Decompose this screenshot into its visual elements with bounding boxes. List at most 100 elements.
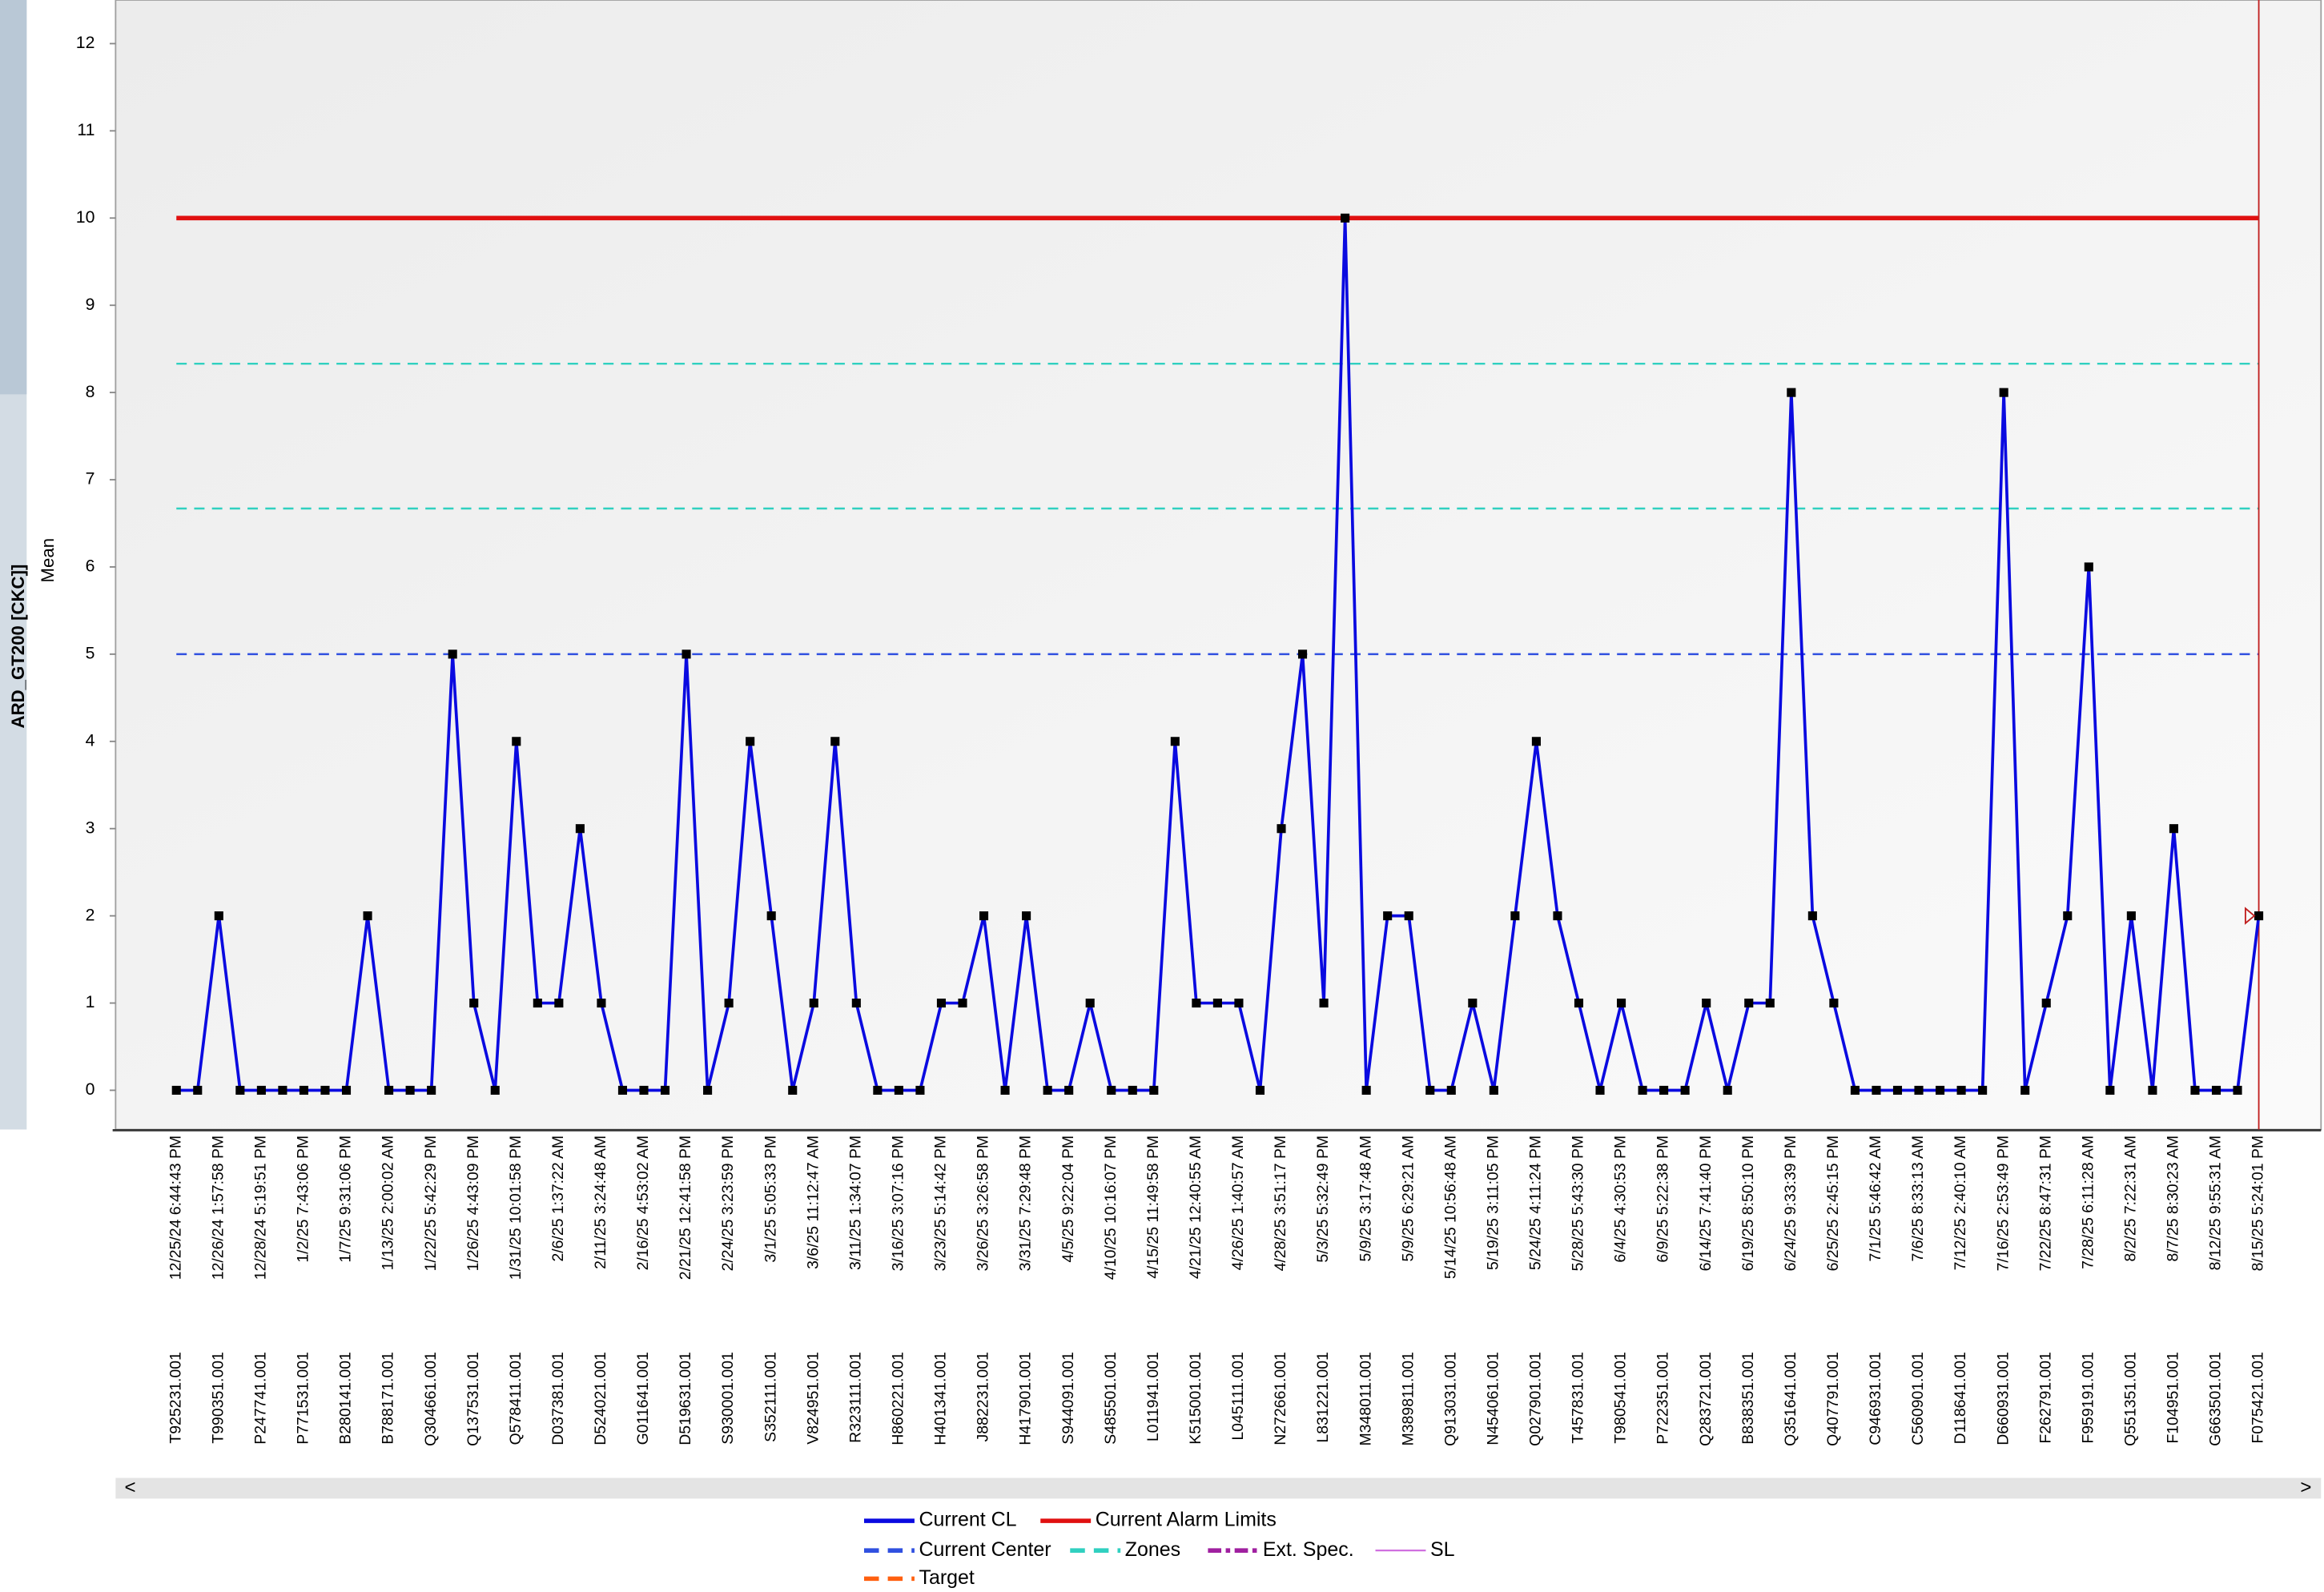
sample-id-label: H401341.001: [932, 1352, 950, 1445]
sample-id-label: L045111.001: [1229, 1352, 1247, 1441]
sample-id-label: D037381.001: [549, 1352, 567, 1445]
sample-id-label: F075421.001: [2250, 1352, 2267, 1443]
sample-id-label: B838351.001: [1739, 1352, 1757, 1445]
sample-id-label: V824951.001: [804, 1352, 822, 1445]
sample-id-label: T980541.001: [1612, 1352, 1630, 1443]
data-point: [617, 1085, 628, 1096]
sample-id-label: N454061.001: [1484, 1352, 1502, 1445]
data-point: [2126, 911, 2136, 921]
sample-id-label: Q578411.001: [507, 1352, 525, 1445]
x-tick-label: 3/11/25 1:34:07 PM: [846, 1136, 864, 1270]
x-tick-label: 5/19/25 3:11:05 PM: [1484, 1136, 1502, 1270]
sample-id-label: Q283721.001: [1697, 1352, 1715, 1446]
sample-id-label: D519631.001: [677, 1352, 694, 1445]
x-tick-label: 5/14/25 10:56:48 AM: [1441, 1136, 1459, 1279]
sample-id-label: T925231.001: [167, 1352, 184, 1443]
x-tick-label: 8/12/25 9:55:31 AM: [2207, 1136, 2225, 1270]
y-tick-label: 12: [76, 33, 95, 52]
data-point: [1829, 998, 1839, 1008]
sample-id-label: Q351641.001: [1782, 1352, 1799, 1446]
data-point: [639, 1085, 649, 1096]
data-point: [1361, 1085, 1371, 1096]
sample-id-label: P771531.001: [295, 1352, 312, 1445]
scroll-left[interactable]: <: [124, 1477, 135, 1498]
data-point: [788, 1085, 798, 1096]
legend-label: Zones: [1125, 1538, 1180, 1561]
data-point: [1936, 1085, 1945, 1096]
x-tick-label: 1/7/25 9:31:06 PM: [337, 1136, 355, 1263]
sample-id-label: B788171.001: [380, 1352, 397, 1445]
data-point: [278, 1085, 287, 1096]
data-point: [1149, 1085, 1159, 1096]
data-point: [1659, 1085, 1669, 1096]
data-point: [597, 998, 606, 1008]
plot-area: [115, 0, 2322, 1131]
data-point: [1787, 388, 1796, 397]
y-tick-label: 2: [86, 905, 95, 924]
data-point: [1956, 1085, 1966, 1096]
data-point: [1277, 824, 1286, 834]
sample-id-label: Q407791.001: [1824, 1352, 1842, 1446]
data-point: [1341, 213, 1350, 223]
x-tick-label: 1/2/25 7:43:06 PM: [295, 1136, 312, 1263]
y-tick-label: 11: [77, 120, 94, 139]
sample-id-label: H860221.001: [890, 1352, 907, 1445]
data-point: [1510, 911, 1520, 921]
data-point: [746, 737, 755, 746]
sample-id-label: L831221.001: [1314, 1352, 1332, 1442]
data-point: [2020, 1085, 2030, 1096]
sample-id-label: Q304661.001: [422, 1352, 440, 1446]
data-point: [1446, 1085, 1456, 1096]
data-point: [490, 1085, 500, 1096]
x-tick-label: 12/28/24 5:19:51 PM: [252, 1136, 270, 1280]
data-point: [660, 1085, 670, 1096]
sample-id-label: T990351.001: [209, 1352, 227, 1443]
x-tick-label: 7/28/25 6:11:28 AM: [2079, 1136, 2097, 1269]
legend-label: Current CL: [919, 1509, 1016, 1531]
data-point: [1022, 911, 1031, 921]
sample-id-label: Q551351.001: [2121, 1352, 2139, 1446]
data-point: [1765, 998, 1775, 1008]
legend-label: Current Alarm Limits: [1096, 1509, 1277, 1531]
x-tick-label: 5/9/25 6:29:21 AM: [1399, 1136, 1417, 1262]
y-tick-label: 0: [86, 1079, 95, 1099]
data-point: [1468, 998, 1478, 1008]
x-tick-label: 4/5/25 9:22:04 PM: [1059, 1136, 1077, 1263]
data-point: [1043, 1085, 1052, 1096]
legend-label: Ext. Spec.: [1263, 1538, 1354, 1561]
data-point: [2254, 911, 2264, 921]
data-point: [2063, 911, 2073, 921]
data-point: [1212, 998, 1222, 1008]
data-point: [235, 1085, 245, 1096]
data-point: [1425, 1085, 1435, 1096]
scroll-right[interactable]: >: [2300, 1477, 2311, 1498]
x-tick-label: 6/25/25 2:45:15 PM: [1824, 1136, 1842, 1272]
data-point: [2169, 824, 2178, 834]
data-point: [171, 1085, 181, 1096]
y-tick-label: 8: [86, 382, 95, 401]
sample-id-label: S485501.001: [1102, 1352, 1120, 1445]
sample-id-label: K515001.001: [1187, 1352, 1204, 1445]
y-tick-label: 4: [86, 730, 95, 750]
y-tick-label: 9: [86, 295, 95, 314]
sample-id-label: P247741.001: [252, 1352, 270, 1445]
sample-id-label: F104951.001: [2165, 1352, 2182, 1443]
data-point: [469, 998, 479, 1008]
data-point: [2105, 1085, 2115, 1096]
data-point: [724, 998, 734, 1008]
legend-label: SL: [1430, 1538, 1455, 1561]
x-tick-label: 4/26/25 1:40:57 AM: [1229, 1136, 1247, 1270]
sample-id-label: T457831.001: [1570, 1352, 1587, 1443]
sample-id-label: Q913031.001: [1441, 1352, 1459, 1446]
data-point: [1892, 1085, 1903, 1096]
sample-id-label: C946931.001: [1867, 1352, 1884, 1445]
data-point: [2211, 1085, 2221, 1096]
sample-id-label: D660931.001: [1994, 1352, 2012, 1445]
data-point: [1107, 1085, 1116, 1096]
x-tick-label: 2/11/25 3:24:48 AM: [592, 1136, 609, 1269]
data-point: [1192, 998, 1201, 1008]
x-tick-label: 8/2/25 7:22:31 AM: [2121, 1136, 2139, 1262]
x-tick-label: 3/1/25 5:05:33 PM: [762, 1136, 779, 1263]
data-point: [533, 998, 542, 1008]
x-tick-label: 5/28/25 5:43:30 PM: [1570, 1136, 1587, 1272]
